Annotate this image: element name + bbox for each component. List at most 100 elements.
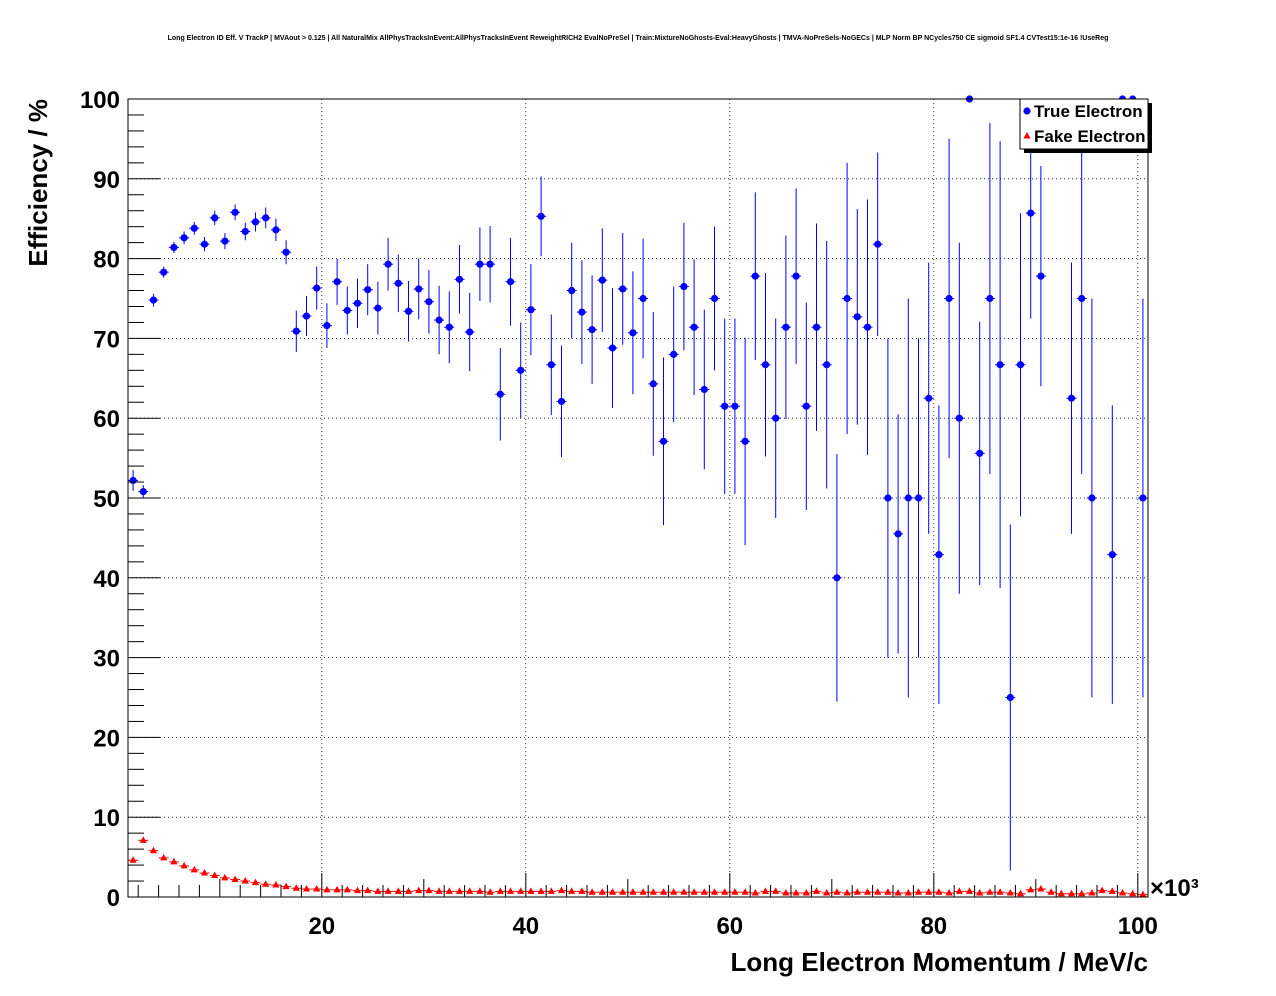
true-electron-point — [741, 437, 749, 445]
fake-electron-point — [680, 888, 688, 895]
true-electron-point — [670, 350, 678, 358]
fake-electron-point — [180, 861, 188, 869]
true-electron-point — [323, 322, 331, 330]
fake-electron-point — [1016, 889, 1025, 897]
fake-electron-point — [149, 846, 158, 854]
fake-electron-point — [527, 887, 535, 894]
fake-electron-point — [772, 887, 780, 894]
true-electron-point — [445, 323, 453, 331]
fake-electron-point — [853, 888, 861, 895]
fake-electron-point — [976, 889, 984, 896]
fake-electron-point — [914, 888, 923, 895]
fake-electron-point — [833, 888, 841, 895]
fake-electron-point — [721, 888, 729, 895]
true-electron-point — [1139, 494, 1147, 502]
true-electron-point — [129, 476, 137, 485]
fake-electron-point — [608, 888, 617, 895]
true-electron-point — [527, 306, 535, 314]
legend-circle-marker — [1023, 107, 1031, 115]
true-electron-point — [976, 449, 984, 457]
fake-electron-point — [415, 886, 423, 894]
true-electron-point — [404, 307, 413, 315]
fake-electron-point — [1129, 889, 1137, 897]
fake-electron-point — [466, 887, 474, 894]
y-tick-label: 60 — [93, 406, 120, 433]
true-electron-point — [629, 329, 637, 337]
fake-electron-point — [160, 853, 168, 861]
true-electron-point — [639, 294, 647, 303]
fake-electron-point — [588, 888, 596, 895]
fake-electron-point — [965, 887, 974, 894]
true-electron-point — [690, 323, 698, 331]
legend-triangle-marker — [1023, 132, 1031, 139]
true-electron-point — [700, 385, 708, 394]
fake-electron-point — [129, 856, 137, 863]
true-electron-point — [435, 316, 443, 324]
fake-electron-point — [578, 887, 586, 894]
true-electron-point — [1016, 361, 1025, 369]
true-electron-point — [353, 299, 362, 307]
fake-electron-point — [1088, 889, 1096, 896]
fake-electron-point — [517, 887, 525, 894]
true-electron-point — [149, 296, 158, 304]
fake-electron-point — [231, 875, 239, 882]
true-electron-point — [1027, 209, 1035, 217]
x-tick-label: 40 — [512, 913, 539, 940]
fake-electron-point — [384, 887, 392, 894]
true-electron-point — [588, 326, 596, 334]
true-electron-point — [751, 272, 759, 280]
x-tick-label: 60 — [716, 913, 743, 940]
fake-electron-point — [925, 888, 933, 895]
fake-electron-point — [211, 871, 219, 878]
true-electron-point — [394, 279, 402, 287]
true-electron-point — [863, 323, 872, 331]
fake-electron-point — [364, 886, 372, 894]
fake-electron-point — [333, 885, 341, 893]
true-electron-point — [731, 402, 739, 410]
y-tick-label: 50 — [93, 486, 120, 513]
true-electron-point — [568, 286, 576, 295]
fake-electron-point — [476, 887, 484, 894]
fake-electron-point — [874, 888, 882, 895]
fake-electron-point — [425, 886, 433, 894]
true-electron-point — [935, 551, 943, 559]
true-electron-point — [792, 272, 800, 280]
fake-electron-point — [272, 881, 280, 888]
true-electron-point — [782, 323, 790, 331]
true-electron-point — [761, 361, 770, 369]
true-electron-point — [996, 361, 1004, 369]
true-electron-point — [343, 306, 351, 315]
true-electron-point — [1088, 494, 1096, 502]
true-electron-point — [374, 304, 382, 312]
y-tick-label: 0 — [107, 885, 120, 912]
fake-electron-point — [700, 888, 708, 895]
fake-electron-point — [251, 878, 260, 886]
true-electron-point — [619, 285, 627, 293]
true-electron-point — [496, 390, 504, 398]
true-electron-point — [251, 218, 260, 226]
true-electron-point — [466, 328, 474, 336]
fake-electron-point — [884, 888, 892, 895]
true-electron-point — [547, 361, 555, 369]
chart-title: Long Electron ID Eff. V TrackP | MVAout … — [167, 35, 1109, 42]
fake-electron-point — [598, 888, 606, 895]
true-electron-point — [925, 394, 933, 402]
true-electron-point — [333, 278, 341, 286]
fake-electron-point — [1078, 889, 1086, 897]
true-electron-point — [231, 208, 239, 216]
true-electron-point — [598, 276, 606, 284]
grid-lines — [128, 99, 1148, 897]
true-electron-point — [190, 224, 198, 232]
fake-electron-point — [292, 884, 300, 891]
fake-electron-point — [568, 887, 576, 894]
y-tick-label: 40 — [93, 566, 120, 593]
fake-electron-point — [1057, 889, 1065, 897]
fake-electron-point — [945, 889, 953, 896]
fake-electron-point — [629, 888, 637, 895]
fake-electron-point — [751, 889, 759, 896]
true-electron-point — [578, 308, 586, 316]
true-electron-point — [710, 294, 719, 303]
y-tick-label: 10 — [93, 805, 120, 832]
fake-electron-point — [1098, 886, 1106, 894]
fake-electron-point — [670, 888, 678, 895]
